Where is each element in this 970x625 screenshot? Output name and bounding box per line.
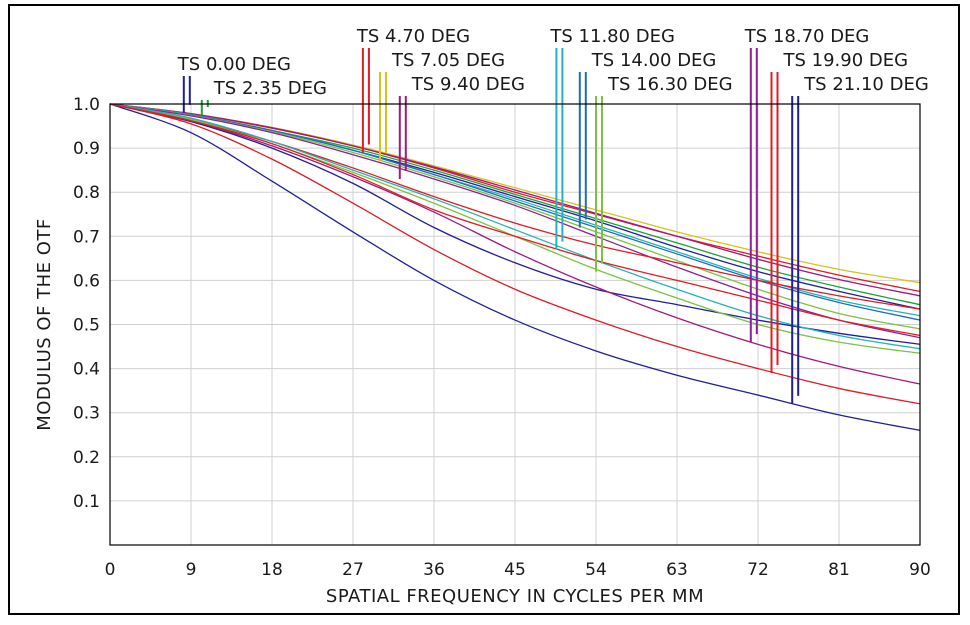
- field-marker-label: TS 0.00 DEG: [177, 54, 291, 75]
- series-line-8: [109, 103, 921, 339]
- y-tick-label: 0.4: [73, 360, 100, 380]
- y-tick-label: 0.8: [73, 183, 100, 203]
- x-tick-label: 0: [105, 560, 116, 580]
- y-axis-label: MODULUS OF THE OTF: [34, 218, 55, 431]
- field-marker-label: TS 4.70 DEG: [356, 26, 470, 47]
- y-tick-label: 0.6: [73, 271, 100, 291]
- field-marker-label: TS 9.40 DEG: [411, 74, 525, 95]
- series-line-13: [109, 103, 921, 385]
- curves: [109, 103, 921, 431]
- chart-frame: TS 0.00 DEG TS 2.35 DEG TS 4.70 DEG TS 7.05…: [8, 4, 960, 615]
- x-tick-label: 27: [342, 560, 364, 580]
- x-tick-label: 36: [423, 560, 445, 580]
- series-line-12: [109, 103, 921, 405]
- y-tick-labels: 0.1 0.2 0.3 0.4 0.5 0.6 0.7 0.8 0.9 1.0: [73, 95, 100, 512]
- y-tick-label: 0.2: [73, 448, 100, 468]
- x-tick-label: 90: [909, 560, 931, 580]
- series-line-16: [109, 103, 921, 337]
- x-tick-labels: 0 9 18 27 36 45 54 63 72 81 90: [105, 560, 931, 580]
- field-markers: TS 0.00 DEG TS 2.35 DEG TS 4.70 DEG TS 7.05…: [177, 26, 929, 404]
- series-line-10: [109, 103, 921, 345]
- y-tick-label: 0.9: [73, 139, 100, 159]
- x-tick-label: 54: [585, 560, 607, 580]
- series-line-7: [109, 103, 921, 330]
- series-line-4: [109, 103, 921, 297]
- y-tick-label: 0.7: [73, 227, 100, 247]
- series-line-6: [109, 103, 921, 321]
- y-tick-label: 0.3: [73, 404, 100, 424]
- series-line-15: [109, 103, 921, 350]
- field-marker-label: TS 16.30 DEG: [607, 74, 733, 95]
- y-tick-label: 1.0: [73, 95, 100, 115]
- field-marker-label: TS 11.80 DEG: [549, 26, 675, 47]
- mtf-chart: TS 0.00 DEG TS 2.35 DEG TS 4.70 DEG TS 7.05…: [34, 26, 931, 607]
- x-tick-label: 81: [828, 560, 850, 580]
- series-line-11: [109, 103, 921, 431]
- field-marker-label: TS 21.10 DEG: [803, 74, 929, 95]
- field-marker-label: TS 18.70 DEG: [744, 26, 870, 47]
- x-tick-label: 72: [747, 560, 769, 580]
- y-tick-label: 0.5: [73, 316, 100, 336]
- field-marker-label: TS 2.35 DEG: [213, 78, 327, 99]
- plot-area: [109, 103, 921, 546]
- field-marker-label: TS 19.90 DEG: [783, 50, 909, 71]
- x-tick-label: 18: [261, 560, 283, 580]
- field-marker-label: TS 14.00 DEG: [591, 50, 717, 71]
- x-axis-label: SPATIAL FREQUENCY IN CYCLES PER MM: [326, 586, 704, 607]
- field-marker-label: TS 7.05 DEG: [391, 50, 505, 71]
- y-tick-label: 0.1: [73, 492, 100, 512]
- x-tick-label: 45: [504, 560, 526, 580]
- x-tick-label: 63: [666, 560, 688, 580]
- x-tick-label: 9: [186, 560, 197, 580]
